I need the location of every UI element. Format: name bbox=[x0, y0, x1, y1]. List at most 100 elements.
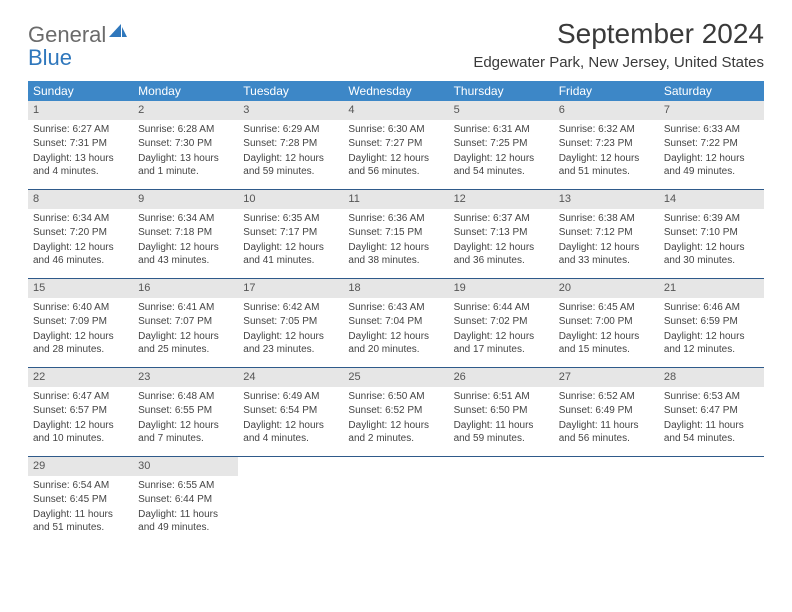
day-number: 3 bbox=[238, 101, 343, 120]
sunrise-line: Sunrise: 6:47 AM bbox=[33, 390, 128, 404]
day-number: 29 bbox=[28, 457, 133, 476]
daylight-line: Daylight: 11 hours and 54 minutes. bbox=[664, 419, 759, 446]
day-details: Sunrise: 6:55 AMSunset: 6:44 PMDaylight:… bbox=[133, 476, 238, 542]
calendar-day: 29Sunrise: 6:54 AMSunset: 6:45 PMDayligh… bbox=[28, 457, 133, 545]
sunset-line: Sunset: 6:52 PM bbox=[348, 404, 443, 418]
day-details: Sunrise: 6:37 AMSunset: 7:13 PMDaylight:… bbox=[449, 209, 554, 275]
calendar-day: 12Sunrise: 6:37 AMSunset: 7:13 PMDayligh… bbox=[449, 190, 554, 278]
day-number: 2 bbox=[133, 101, 238, 120]
sunset-line: Sunset: 6:47 PM bbox=[664, 404, 759, 418]
sunrise-line: Sunrise: 6:34 AM bbox=[138, 212, 233, 226]
day-details: Sunrise: 6:50 AMSunset: 6:52 PMDaylight:… bbox=[343, 387, 448, 453]
day-details: Sunrise: 6:40 AMSunset: 7:09 PMDaylight:… bbox=[28, 298, 133, 364]
sunrise-line: Sunrise: 6:54 AM bbox=[33, 479, 128, 493]
calendar: Sunday Monday Tuesday Wednesday Thursday… bbox=[28, 81, 764, 545]
day-number bbox=[343, 457, 448, 461]
daylight-line: Daylight: 12 hours and 23 minutes. bbox=[243, 330, 338, 357]
daylight-line: Daylight: 12 hours and 25 minutes. bbox=[138, 330, 233, 357]
weekday-header-row: Sunday Monday Tuesday Wednesday Thursday… bbox=[28, 81, 764, 101]
calendar-day: 27Sunrise: 6:52 AMSunset: 6:49 PMDayligh… bbox=[554, 368, 659, 456]
day-details: Sunrise: 6:32 AMSunset: 7:23 PMDaylight:… bbox=[554, 120, 659, 186]
day-details: Sunrise: 6:33 AMSunset: 7:22 PMDaylight:… bbox=[659, 120, 764, 186]
calendar-day: 2Sunrise: 6:28 AMSunset: 7:30 PMDaylight… bbox=[133, 101, 238, 189]
sunset-line: Sunset: 7:30 PM bbox=[138, 137, 233, 151]
sunrise-line: Sunrise: 6:50 AM bbox=[348, 390, 443, 404]
sunset-line: Sunset: 7:22 PM bbox=[664, 137, 759, 151]
sunrise-line: Sunrise: 6:44 AM bbox=[454, 301, 549, 315]
day-details: Sunrise: 6:39 AMSunset: 7:10 PMDaylight:… bbox=[659, 209, 764, 275]
calendar-day: 15Sunrise: 6:40 AMSunset: 7:09 PMDayligh… bbox=[28, 279, 133, 367]
calendar-week: 8Sunrise: 6:34 AMSunset: 7:20 PMDaylight… bbox=[28, 190, 764, 279]
day-number: 11 bbox=[343, 190, 448, 209]
day-details: Sunrise: 6:47 AMSunset: 6:57 PMDaylight:… bbox=[28, 387, 133, 453]
day-details: Sunrise: 6:34 AMSunset: 7:20 PMDaylight:… bbox=[28, 209, 133, 275]
sunrise-line: Sunrise: 6:51 AM bbox=[454, 390, 549, 404]
brand-sail-icon bbox=[108, 21, 128, 47]
sunrise-line: Sunrise: 6:33 AM bbox=[664, 123, 759, 137]
day-number: 27 bbox=[554, 368, 659, 387]
sunset-line: Sunset: 6:57 PM bbox=[33, 404, 128, 418]
sunset-line: Sunset: 7:15 PM bbox=[348, 226, 443, 240]
day-details: Sunrise: 6:28 AMSunset: 7:30 PMDaylight:… bbox=[133, 120, 238, 186]
calendar-day: 21Sunrise: 6:46 AMSunset: 6:59 PMDayligh… bbox=[659, 279, 764, 367]
day-details: Sunrise: 6:34 AMSunset: 7:18 PMDaylight:… bbox=[133, 209, 238, 275]
calendar-day: 10Sunrise: 6:35 AMSunset: 7:17 PMDayligh… bbox=[238, 190, 343, 278]
title-block: September 2024 Edgewater Park, New Jerse… bbox=[473, 18, 764, 71]
daylight-line: Daylight: 11 hours and 56 minutes. bbox=[559, 419, 654, 446]
sunrise-line: Sunrise: 6:45 AM bbox=[559, 301, 654, 315]
calendar-day: 1Sunrise: 6:27 AMSunset: 7:31 PMDaylight… bbox=[28, 101, 133, 189]
day-details: Sunrise: 6:29 AMSunset: 7:28 PMDaylight:… bbox=[238, 120, 343, 186]
sunset-line: Sunset: 7:17 PM bbox=[243, 226, 338, 240]
sunset-line: Sunset: 6:44 PM bbox=[138, 493, 233, 507]
day-details: Sunrise: 6:52 AMSunset: 6:49 PMDaylight:… bbox=[554, 387, 659, 453]
brand-part2: Blue bbox=[28, 45, 72, 71]
sunset-line: Sunset: 7:23 PM bbox=[559, 137, 654, 151]
location: Edgewater Park, New Jersey, United State… bbox=[473, 54, 764, 71]
day-number bbox=[449, 457, 554, 461]
calendar-day: 22Sunrise: 6:47 AMSunset: 6:57 PMDayligh… bbox=[28, 368, 133, 456]
weekday-header: Wednesday bbox=[343, 81, 448, 101]
weekday-header: Friday bbox=[554, 81, 659, 101]
sunrise-line: Sunrise: 6:42 AM bbox=[243, 301, 338, 315]
calendar-day: 11Sunrise: 6:36 AMSunset: 7:15 PMDayligh… bbox=[343, 190, 448, 278]
day-number: 28 bbox=[659, 368, 764, 387]
calendar-day: 6Sunrise: 6:32 AMSunset: 7:23 PMDaylight… bbox=[554, 101, 659, 189]
daylight-line: Daylight: 12 hours and 56 minutes. bbox=[348, 152, 443, 179]
sunrise-line: Sunrise: 6:28 AM bbox=[138, 123, 233, 137]
day-details: Sunrise: 6:41 AMSunset: 7:07 PMDaylight:… bbox=[133, 298, 238, 364]
day-number: 15 bbox=[28, 279, 133, 298]
weekday-header: Thursday bbox=[449, 81, 554, 101]
daylight-line: Daylight: 13 hours and 4 minutes. bbox=[33, 152, 128, 179]
calendar-day: 30Sunrise: 6:55 AMSunset: 6:44 PMDayligh… bbox=[133, 457, 238, 545]
sunset-line: Sunset: 7:02 PM bbox=[454, 315, 549, 329]
day-number: 12 bbox=[449, 190, 554, 209]
sunset-line: Sunset: 7:20 PM bbox=[33, 226, 128, 240]
daylight-line: Daylight: 12 hours and 17 minutes. bbox=[454, 330, 549, 357]
daylight-line: Daylight: 13 hours and 1 minute. bbox=[138, 152, 233, 179]
sunset-line: Sunset: 6:45 PM bbox=[33, 493, 128, 507]
day-details: Sunrise: 6:35 AMSunset: 7:17 PMDaylight:… bbox=[238, 209, 343, 275]
day-number: 17 bbox=[238, 279, 343, 298]
daylight-line: Daylight: 12 hours and 41 minutes. bbox=[243, 241, 338, 268]
day-number: 21 bbox=[659, 279, 764, 298]
sunset-line: Sunset: 7:09 PM bbox=[33, 315, 128, 329]
calendar-week: 22Sunrise: 6:47 AMSunset: 6:57 PMDayligh… bbox=[28, 368, 764, 457]
calendar-day: 9Sunrise: 6:34 AMSunset: 7:18 PMDaylight… bbox=[133, 190, 238, 278]
daylight-line: Daylight: 12 hours and 38 minutes. bbox=[348, 241, 443, 268]
sunset-line: Sunset: 7:04 PM bbox=[348, 315, 443, 329]
sunrise-line: Sunrise: 6:38 AM bbox=[559, 212, 654, 226]
sunrise-line: Sunrise: 6:30 AM bbox=[348, 123, 443, 137]
daylight-line: Daylight: 12 hours and 2 minutes. bbox=[348, 419, 443, 446]
sunrise-line: Sunrise: 6:29 AM bbox=[243, 123, 338, 137]
day-number: 19 bbox=[449, 279, 554, 298]
calendar-day: 26Sunrise: 6:51 AMSunset: 6:50 PMDayligh… bbox=[449, 368, 554, 456]
calendar-day: 14Sunrise: 6:39 AMSunset: 7:10 PMDayligh… bbox=[659, 190, 764, 278]
day-number: 4 bbox=[343, 101, 448, 120]
calendar-day: 7Sunrise: 6:33 AMSunset: 7:22 PMDaylight… bbox=[659, 101, 764, 189]
day-details: Sunrise: 6:38 AMSunset: 7:12 PMDaylight:… bbox=[554, 209, 659, 275]
sunrise-line: Sunrise: 6:39 AM bbox=[664, 212, 759, 226]
day-details: Sunrise: 6:45 AMSunset: 7:00 PMDaylight:… bbox=[554, 298, 659, 364]
day-details: Sunrise: 6:54 AMSunset: 6:45 PMDaylight:… bbox=[28, 476, 133, 542]
calendar-day: 23Sunrise: 6:48 AMSunset: 6:55 PMDayligh… bbox=[133, 368, 238, 456]
weekday-header: Saturday bbox=[659, 81, 764, 101]
